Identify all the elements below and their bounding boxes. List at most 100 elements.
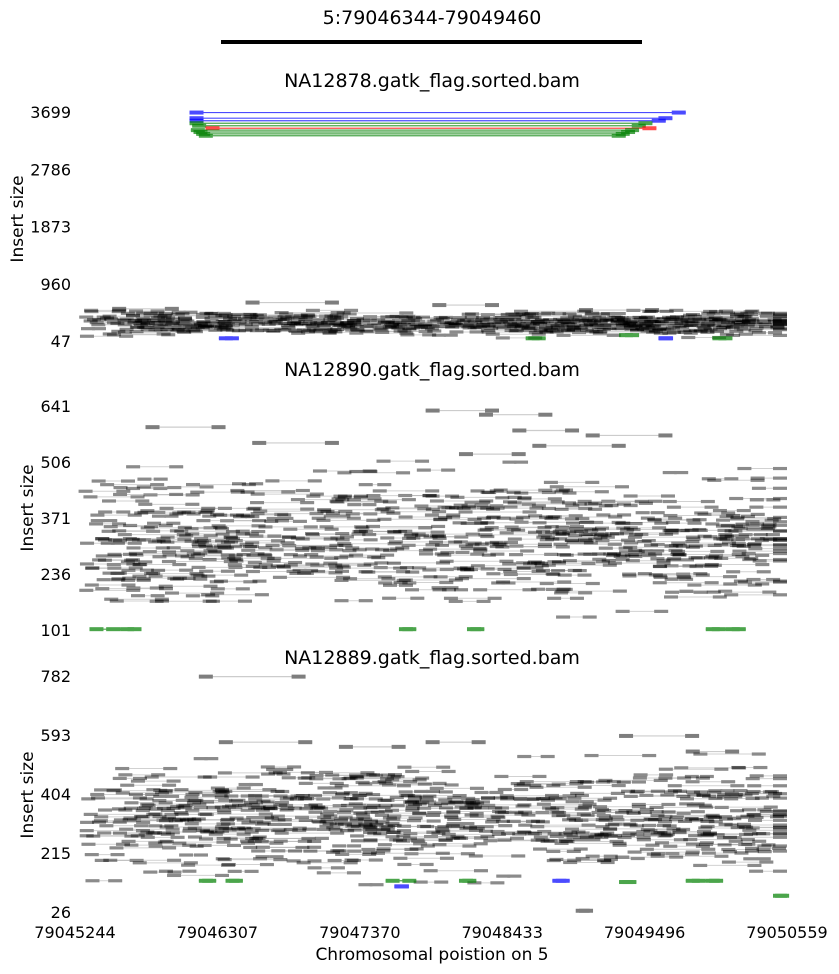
read-segment — [712, 508, 727, 513]
read-segment — [479, 499, 494, 503]
read-pair — [449, 323, 522, 327]
read-pair — [272, 575, 351, 579]
read-segment — [543, 318, 558, 322]
read-segment — [258, 553, 273, 558]
read-segment — [419, 323, 434, 327]
read-pair — [489, 544, 552, 549]
read-segment — [329, 313, 344, 318]
panel-title: NA12890.gatk_flag.sorted.bam — [284, 359, 580, 381]
read-segment — [433, 316, 448, 320]
read-segment — [547, 515, 562, 519]
read-segment — [195, 315, 210, 319]
read-segment — [567, 314, 582, 318]
read-pair — [721, 847, 771, 852]
read-segment — [631, 802, 646, 807]
read-segment — [459, 323, 474, 327]
read-segment — [205, 320, 220, 324]
read-segment — [687, 314, 702, 319]
read-pair — [332, 844, 362, 848]
read-segment — [415, 315, 430, 319]
read-pair — [679, 589, 733, 593]
read-segment — [456, 506, 471, 510]
read-segment — [573, 325, 588, 330]
read-pair-normal — [512, 428, 580, 433]
read-segment — [267, 534, 282, 538]
read-segment — [123, 523, 138, 528]
read-pair — [79, 588, 141, 592]
read-segment — [140, 509, 155, 513]
read-segment — [672, 552, 687, 557]
read-segment — [574, 318, 589, 322]
read-segment — [246, 507, 261, 511]
read-segment — [733, 526, 748, 531]
read-segment — [500, 318, 515, 322]
read-segment — [176, 804, 191, 808]
read-pair — [641, 322, 715, 326]
read-segment — [328, 321, 343, 325]
read-pair — [245, 569, 326, 574]
read-segment — [616, 553, 631, 557]
read-pair — [458, 544, 524, 548]
read-segment — [208, 328, 223, 332]
read-pair — [731, 542, 762, 546]
read-segment — [83, 495, 98, 499]
read-segment — [588, 537, 603, 541]
read-segment — [481, 553, 496, 557]
read-segment — [644, 543, 659, 547]
read-pair — [381, 783, 459, 787]
read-segment — [595, 538, 610, 543]
read-segment — [349, 553, 364, 557]
read-segment — [382, 500, 397, 504]
read-segment — [347, 322, 362, 327]
read-segment — [146, 812, 161, 816]
panel-title: NA12878.gatk_flag.sorted.bam — [284, 70, 580, 92]
read-pair — [197, 843, 241, 848]
read-segment — [658, 433, 673, 438]
read-segment — [341, 325, 356, 329]
read-pair — [464, 500, 491, 504]
read-segment — [552, 529, 567, 533]
read-pair — [562, 559, 616, 563]
read-segment — [215, 527, 230, 531]
read-pair — [117, 319, 143, 323]
read-segment — [507, 315, 522, 319]
read-segment — [770, 325, 785, 329]
read-segment — [658, 336, 673, 341]
read-pair — [591, 528, 635, 532]
read-segment — [144, 571, 159, 576]
read-segment — [250, 315, 265, 319]
read-segment — [154, 597, 169, 601]
read-segment — [107, 552, 122, 556]
read-segment — [185, 493, 200, 497]
read-pair — [129, 309, 165, 313]
read-segment — [126, 546, 141, 550]
read-segment — [371, 323, 386, 327]
read-pair — [666, 330, 715, 334]
read-segment — [558, 587, 573, 592]
read-segment — [210, 512, 225, 516]
read-segment — [567, 568, 582, 573]
read-segment — [566, 816, 581, 820]
read-segment — [185, 502, 200, 506]
read-pair — [113, 492, 184, 497]
read-pair — [199, 324, 229, 328]
read-pair — [241, 548, 310, 552]
read-segment — [293, 316, 308, 320]
read-pair — [250, 512, 324, 516]
read-segment — [376, 459, 391, 463]
read-pair — [535, 568, 582, 573]
read-segment — [448, 801, 463, 805]
read-pair — [232, 482, 264, 486]
read-pair — [98, 510, 131, 514]
read-segment — [106, 562, 121, 567]
read-segment — [701, 320, 716, 324]
read-pair — [726, 323, 787, 327]
read-segment — [662, 315, 677, 319]
read-segment — [455, 320, 470, 324]
read-segment — [703, 309, 718, 314]
read-segment — [290, 321, 305, 325]
read-segment — [593, 535, 608, 540]
read-segment — [266, 516, 281, 521]
read-segment — [610, 317, 625, 322]
